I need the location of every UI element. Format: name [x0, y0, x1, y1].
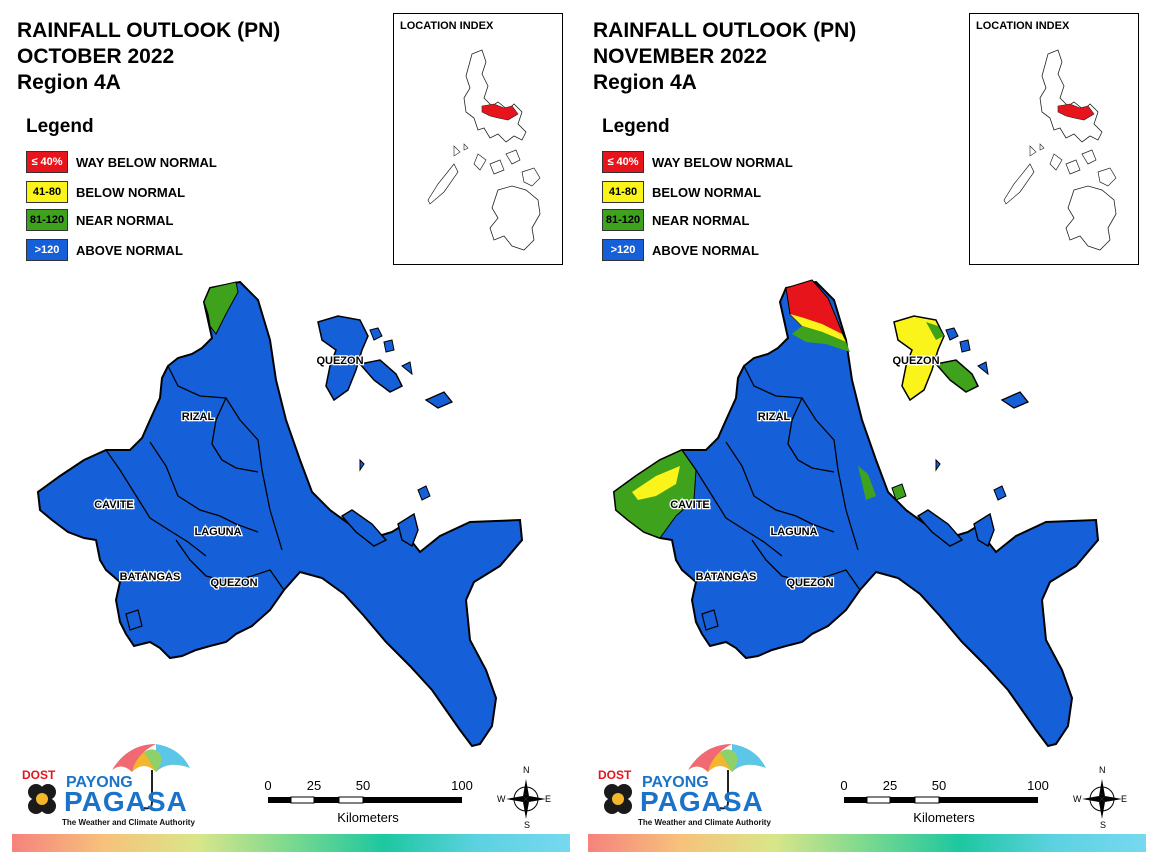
payong-text: PAYONG [66, 774, 133, 791]
location-index-inset: LOCATION INDEX [393, 13, 563, 265]
region-4a-map: RIZAL CAVITE LAGUNA BATANGAS QUEZON QUEZ… [612, 279, 1100, 748]
pagasa-logo: DOST PAYONG PAGASA The Weather and Clima… [18, 740, 198, 830]
label-cavite: CAVITE [94, 499, 134, 511]
legend-swatch: >120 [26, 239, 68, 261]
compass-icon [1082, 779, 1122, 819]
north-arrow-compass: N S W E [1073, 765, 1128, 830]
legend-swatch: 81-120 [26, 209, 68, 231]
legend-swatch: 41-80 [26, 181, 68, 203]
label-quezon-north: QUEZON [316, 355, 363, 367]
philippines-outline-map [1003, 49, 1117, 251]
pagasa-text: PAGASA [64, 786, 188, 817]
philippines-outline-map [427, 49, 541, 251]
label-quezon-south: QUEZON [210, 577, 257, 589]
umbrella-icon [604, 744, 766, 814]
label-quezon-south: QUEZON [786, 577, 833, 589]
compass-w: W [1073, 794, 1082, 804]
legend-swatch: ≤ 40% [26, 151, 68, 173]
scale-tick: 25 [882, 778, 898, 793]
legend-label: WAY BELOW NORMAL [652, 155, 793, 170]
legend-swatch: 81-120 [602, 209, 644, 231]
label-laguna: LAGUNA [770, 526, 817, 538]
scale-tick: 50 [355, 778, 371, 793]
map-title: RAINFALL OUTLOOK (PN) NOVEMBER 2022 Regi… [593, 18, 856, 96]
label-batangas: BATANGAS [696, 571, 757, 583]
map-title: RAINFALL OUTLOOK (PN) OCTOBER 2022 Regio… [17, 18, 280, 96]
title-month: OCTOBER 2022 [17, 45, 175, 68]
legend-label: NEAR NORMAL [652, 213, 750, 228]
location-index-inset: LOCATION INDEX [969, 13, 1139, 265]
title-month: NOVEMBER 2022 [593, 45, 767, 68]
dost-text: DOST [22, 768, 56, 782]
scale-bar: 0 25 50 100 Kilometers [262, 778, 474, 828]
title-line: RAINFALL OUTLOOK (PN) [593, 19, 857, 42]
north-arrow-compass: N S W E [497, 765, 552, 830]
scale-unit: Kilometers [337, 810, 399, 825]
legend-title: Legend [602, 116, 670, 137]
legend-swatch: ≤ 40% [602, 151, 644, 173]
scale-unit: Kilometers [913, 810, 975, 825]
inset-title: LOCATION INDEX [400, 20, 494, 32]
title-region: Region 4A [593, 71, 697, 94]
legend-label: ABOVE NORMAL [652, 243, 759, 258]
scale-bar: 0 25 50 100 Kilometers [838, 778, 1050, 828]
tagline-text: The Weather and Climate Authority [638, 818, 771, 827]
dost-text: DOST [598, 768, 632, 782]
legend-label: WAY BELOW NORMAL [76, 155, 217, 170]
scale-tick: 0 [264, 778, 272, 793]
label-cavite: CAVITE [670, 499, 710, 511]
scale-tick: 100 [1027, 778, 1049, 793]
legend-title: Legend [26, 116, 94, 137]
inset-title: LOCATION INDEX [976, 20, 1070, 32]
tagline-text: The Weather and Climate Authority [62, 818, 195, 827]
legend-swatch: 41-80 [602, 181, 644, 203]
payong-text: PAYONG [642, 774, 709, 791]
scale-tick: 100 [451, 778, 473, 793]
title-line: RAINFALL OUTLOOK (PN) [17, 19, 281, 42]
october-panel: RAINFALL OUTLOOK (PN) OCTOBER 2022 Regio… [12, 13, 570, 852]
compass-n: N [1099, 765, 1106, 775]
label-laguna: LAGUNA [194, 526, 241, 538]
scale-bar-graphic [844, 796, 1038, 804]
compass-s: S [524, 820, 531, 830]
scale-bar-graphic [268, 796, 462, 804]
compass-e: E [1121, 794, 1128, 804]
footer-gradient-band [12, 834, 570, 852]
footer-gradient-band [588, 834, 1146, 852]
compass-w: W [497, 794, 506, 804]
title-region: Region 4A [17, 71, 121, 94]
legend-label: ABOVE NORMAL [76, 243, 183, 258]
compass-s: S [1100, 820, 1107, 830]
scale-tick: 25 [306, 778, 322, 793]
label-rizal: RIZAL [758, 411, 791, 423]
legend-label: BELOW NORMAL [76, 185, 186, 200]
compass-icon [506, 779, 546, 819]
pagasa-logo: DOST PAYONG PAGASA The Weather and Clima… [594, 740, 774, 830]
legend-label: BELOW NORMAL [652, 185, 762, 200]
label-rizal: RIZAL [182, 411, 215, 423]
label-batangas: BATANGAS [120, 571, 181, 583]
november-panel: RAINFALL OUTLOOK (PN) NOVEMBER 2022 Regi… [576, 0, 1152, 864]
scale-tick: 50 [931, 778, 947, 793]
compass-n: N [523, 765, 530, 775]
compass-e: E [545, 794, 552, 804]
legend-label: NEAR NORMAL [76, 213, 174, 228]
label-quezon-north: QUEZON [892, 355, 939, 367]
legend-swatch: >120 [602, 239, 644, 261]
region-4a-map: RIZAL CAVITE LAGUNA BATANGAS QUEZON QUEZ… [36, 280, 524, 748]
umbrella-icon [28, 744, 190, 814]
pagasa-text: PAGASA [640, 786, 764, 817]
scale-tick: 0 [840, 778, 848, 793]
